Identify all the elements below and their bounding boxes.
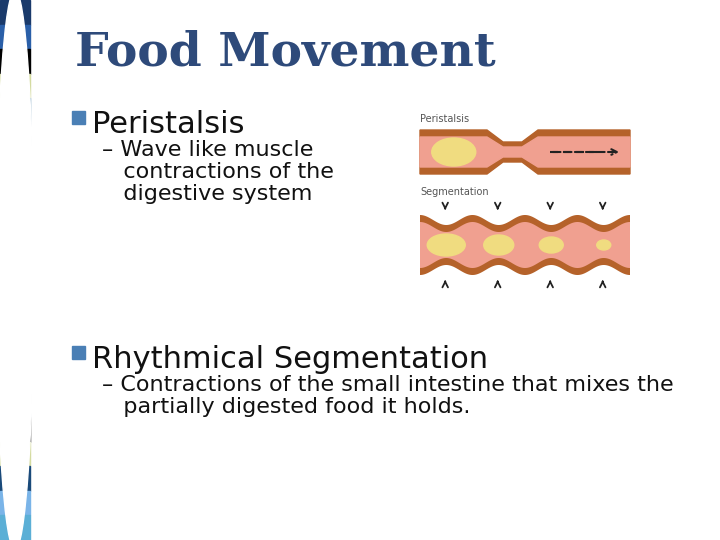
Bar: [0, 73, 30, 98]
Text: partially digested food it holds.: partially digested food it holds.: [102, 397, 470, 417]
Text: Peristalsis: Peristalsis: [420, 114, 469, 124]
Ellipse shape: [432, 138, 476, 166]
Text: Peristalsis: Peristalsis: [92, 110, 245, 139]
Polygon shape: [420, 215, 630, 275]
Bar: [0, 246, 30, 270]
Ellipse shape: [484, 235, 514, 255]
Ellipse shape: [0, 0, 34, 540]
Polygon shape: [420, 222, 630, 268]
Bar: [0, 491, 30, 516]
Polygon shape: [420, 137, 630, 167]
Text: digestive system: digestive system: [102, 184, 312, 204]
Bar: [0, 0, 30, 24]
Bar: [0, 49, 30, 73]
Bar: [72, 346, 85, 359]
Text: contractions of the: contractions of the: [102, 162, 334, 182]
Bar: [0, 368, 30, 393]
Bar: [0, 172, 30, 197]
Bar: [0, 442, 30, 467]
Bar: [0, 467, 30, 491]
Ellipse shape: [597, 240, 611, 250]
Text: Segmentation: Segmentation: [420, 187, 489, 197]
Bar: [0, 270, 30, 294]
Text: – Contractions of the small intestine that mixes the: – Contractions of the small intestine th…: [102, 375, 674, 395]
Ellipse shape: [539, 237, 563, 253]
Bar: [0, 147, 30, 172]
Text: – Wave like muscle: – Wave like muscle: [102, 140, 313, 160]
Bar: [0, 221, 30, 246]
Bar: [0, 123, 30, 147]
Bar: [0, 98, 30, 123]
Bar: [0, 393, 30, 417]
Bar: [0, 197, 30, 221]
Bar: [0, 417, 30, 442]
Text: Food Movement: Food Movement: [75, 30, 496, 76]
Bar: [0, 319, 30, 343]
Polygon shape: [420, 130, 630, 174]
Bar: [0, 294, 30, 319]
Bar: [0, 516, 30, 540]
Bar: [0, 343, 30, 368]
Bar: [0, 24, 30, 49]
Bar: [72, 111, 85, 124]
Ellipse shape: [427, 234, 465, 256]
Text: Rhythmical Segmentation: Rhythmical Segmentation: [92, 345, 488, 374]
